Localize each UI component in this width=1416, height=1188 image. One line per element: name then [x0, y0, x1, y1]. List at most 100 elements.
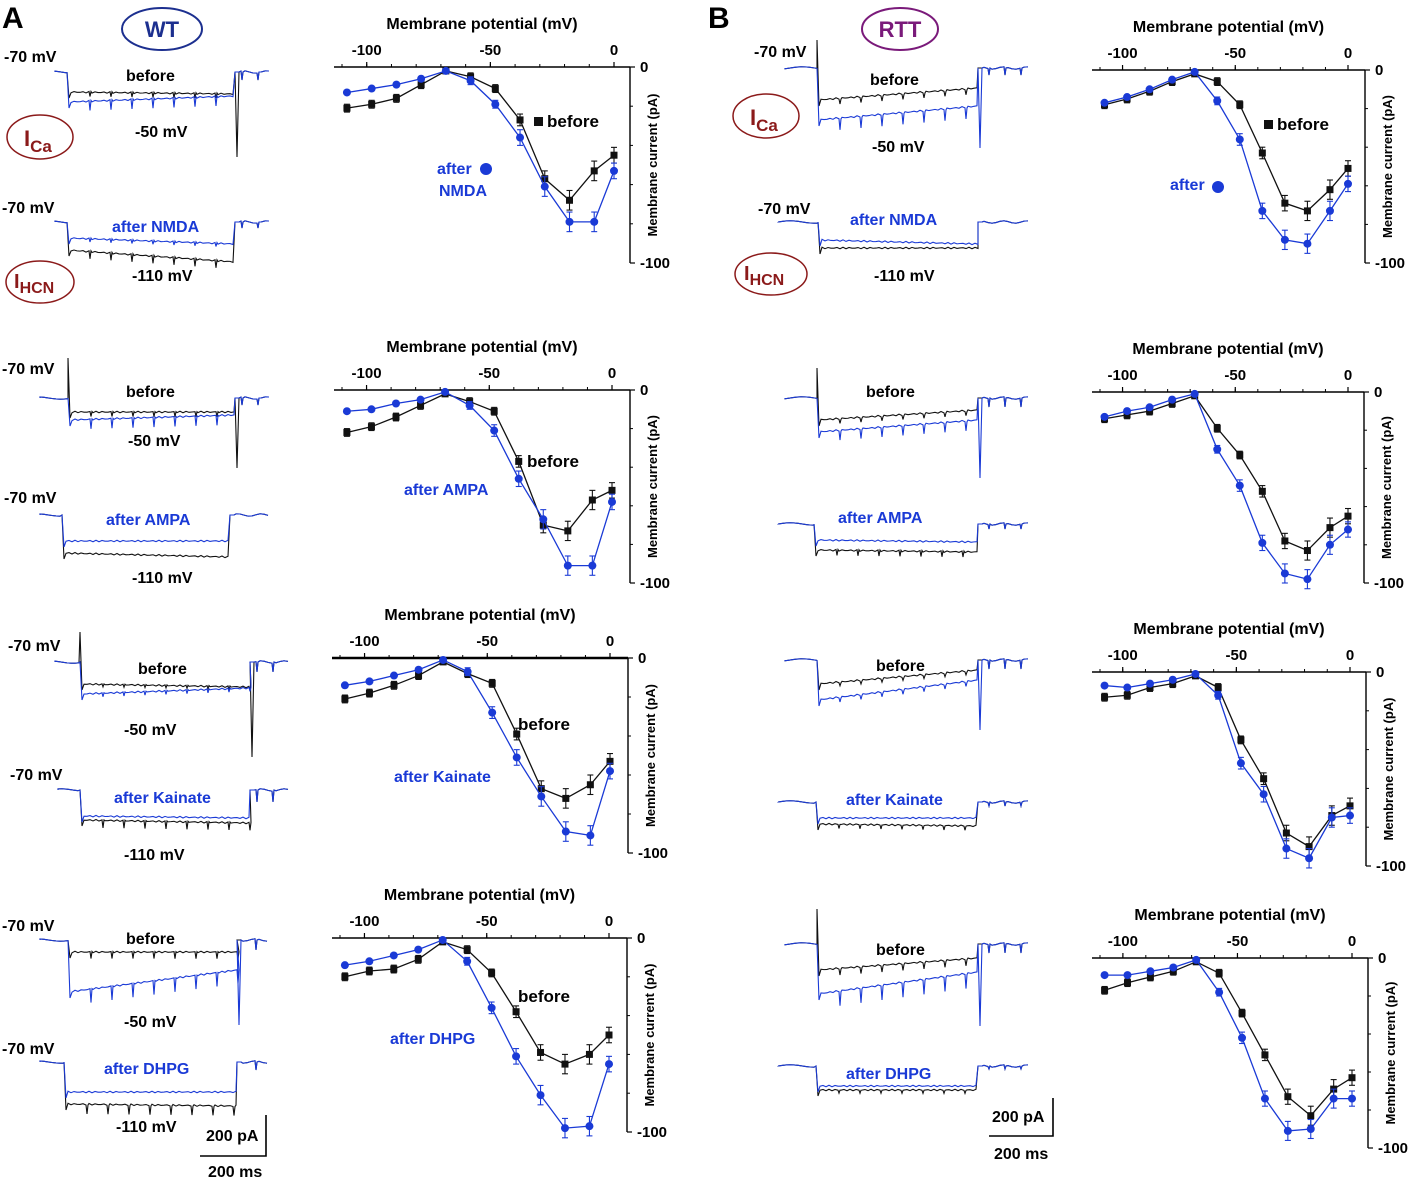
data-point-after — [342, 88, 351, 97]
data-point-before — [1236, 101, 1244, 109]
data-point-before — [417, 401, 425, 409]
series-line-after — [344, 659, 611, 837]
data-point-after — [365, 677, 374, 686]
data-point-after — [563, 561, 572, 570]
data-point-after — [392, 80, 401, 89]
data-point-after — [1213, 96, 1222, 105]
data-point-after — [1283, 1126, 1292, 1135]
data-point-after — [1100, 412, 1109, 421]
series-line-after — [1104, 393, 1349, 580]
series-line-before — [346, 393, 613, 532]
data-point-before — [537, 1048, 545, 1056]
data-point-after — [340, 961, 349, 970]
series-line-after — [1104, 673, 1351, 860]
data-point-before — [341, 695, 349, 703]
legend-after-label: after Kainate — [394, 769, 491, 786]
data-point-before — [565, 196, 573, 204]
data-point-after — [1190, 389, 1199, 398]
data-point-after — [490, 426, 499, 435]
series-line-before — [346, 70, 615, 202]
legend-before-label: before — [527, 452, 579, 471]
data-point-before — [564, 527, 572, 535]
rtt-dhpg-hcn-after — [777, 1064, 1029, 1093]
trace-label: -110 mV — [132, 570, 193, 587]
data-point-before — [417, 81, 425, 89]
y-tick-label: 0 — [640, 59, 648, 76]
data-point-after — [536, 1091, 545, 1100]
data-point-after — [1168, 675, 1177, 684]
x-tick-label: -100 — [352, 42, 382, 59]
data-point-after — [466, 76, 475, 85]
data-point-after — [516, 133, 525, 142]
series-line-after — [1104, 71, 1349, 245]
data-point-after — [1282, 844, 1291, 853]
data-point-after — [1348, 1094, 1356, 1103]
data-point-before — [585, 1050, 593, 1058]
data-point-before — [1282, 829, 1290, 837]
wt-dhpg-ica-after — [39, 938, 268, 1026]
data-point-after — [392, 399, 400, 408]
y-tick-label: -100 — [1376, 858, 1406, 875]
data-point-before — [343, 104, 351, 112]
wt-ampa-hcn-after — [39, 513, 269, 548]
data-point-before — [1305, 843, 1313, 851]
legend-after-line1: after — [437, 161, 472, 178]
y-axis-title: Membrane current (pA) — [643, 684, 658, 827]
data-point-after — [1100, 971, 1109, 980]
data-point-before — [1213, 424, 1221, 432]
x-axis-title: Membrane potential (mV) — [1134, 907, 1325, 924]
wt-ampa-hcn-before — [39, 513, 269, 560]
data-point-after — [441, 66, 450, 75]
rtt-scale-bar — [989, 1098, 1054, 1137]
wt-nmda-ica-after — [54, 70, 270, 111]
rtt-dhpg-ica-after — [784, 942, 1029, 1027]
data-point-after — [588, 561, 597, 570]
data-point-before — [1344, 164, 1352, 172]
legend-before-marker — [1264, 120, 1273, 129]
y-tick-label: -100 — [637, 1124, 667, 1141]
data-point-after — [585, 1122, 594, 1131]
data-point-before — [1303, 207, 1311, 215]
y-axis-title: Membrane current (pA) — [642, 963, 657, 1106]
wt-kainate-ica-after — [54, 660, 289, 701]
y-tick-label: 0 — [1374, 384, 1382, 401]
data-point-before — [1326, 186, 1334, 194]
y-tick-label: -100 — [640, 255, 670, 272]
y-tick-label: -100 — [1375, 255, 1405, 272]
data-point-after — [1236, 759, 1245, 768]
trace-label: -110 mV — [132, 268, 193, 285]
data-point-before — [608, 486, 616, 494]
legend-after-label: after DHPG — [390, 1031, 475, 1048]
data-point-after — [365, 957, 374, 966]
data-point-after — [1235, 481, 1244, 490]
data-point-after — [342, 407, 351, 416]
data-point-after — [512, 1052, 521, 1061]
x-tick-label: -100 — [1108, 933, 1138, 950]
trace-label: -110 mV — [124, 847, 185, 864]
data-point-before — [365, 689, 373, 697]
trace-label: -70 mV — [4, 49, 57, 66]
x-tick-label: -100 — [352, 365, 382, 382]
trace-label: after AMPA — [106, 512, 191, 529]
trace-label: -50 mV — [124, 722, 177, 739]
series-line-before — [1104, 961, 1353, 1117]
data-point-before — [1258, 149, 1266, 157]
rtt-nmda-ica-after — [784, 66, 1029, 149]
x-tick-label: 0 — [1346, 647, 1354, 664]
data-point-after — [441, 387, 450, 396]
data-point-after — [512, 753, 521, 762]
data-point-after — [1146, 967, 1155, 976]
data-point-before — [488, 679, 496, 687]
trace-label: -110 mV — [874, 268, 935, 285]
data-point-before — [1213, 78, 1221, 86]
x-tick-label: -100 — [1108, 45, 1138, 62]
data-point-after — [1235, 135, 1244, 144]
trace-label: before — [876, 658, 925, 675]
data-point-after — [1123, 93, 1132, 102]
data-point-after — [1145, 403, 1154, 412]
data-point-before — [606, 757, 614, 765]
y-tick-label: 0 — [1376, 664, 1384, 681]
data-point-after — [540, 182, 549, 191]
legend-after-label: after — [1170, 177, 1205, 194]
data-point-after — [414, 945, 423, 954]
